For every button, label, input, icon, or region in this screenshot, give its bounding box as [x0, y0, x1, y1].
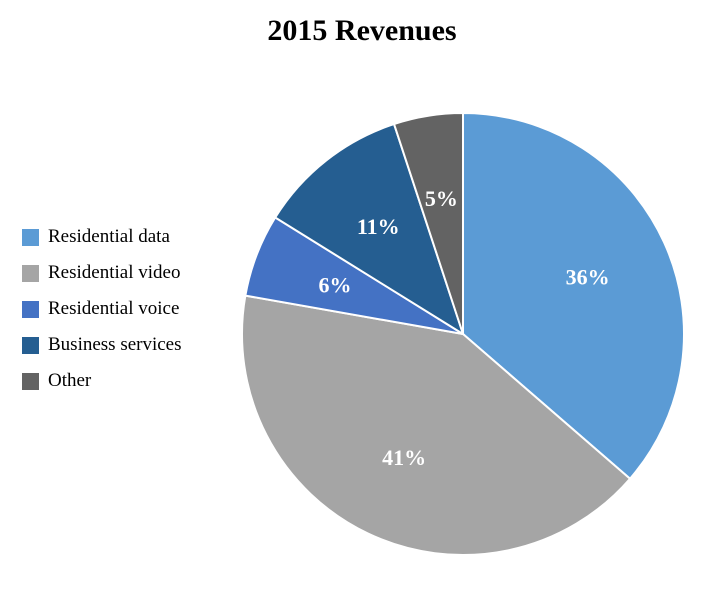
legend-label: Residential video	[48, 262, 181, 283]
legend-swatch	[22, 264, 39, 282]
legend-swatch	[22, 300, 39, 318]
legend-label: Business services	[48, 334, 182, 355]
data-label-business-services: 11%	[357, 214, 400, 239]
legend-label: Residential data	[48, 226, 170, 247]
pie-slice-other	[392, 111, 464, 335]
legend-item-residential-video: Residential video	[22, 255, 182, 291]
chart-title: 2015 Revenues	[267, 14, 457, 47]
legend-swatch	[22, 228, 39, 246]
legend-item-residential-voice: Residential voice	[22, 291, 182, 327]
data-label-other: 5%	[425, 186, 458, 211]
pie-slice-residential-video	[241, 294, 632, 556]
data-label-residential-data: 36%	[566, 265, 610, 290]
pie-slice-business-services	[273, 122, 465, 337]
pie-slice-residential-data	[462, 111, 685, 481]
data-label-residential-video: 41%	[382, 445, 426, 470]
legend-swatch	[22, 336, 39, 354]
legend-label: Other	[48, 370, 92, 391]
data-label-residential-voice: 6%	[319, 273, 352, 298]
legend-item-other: Other	[22, 363, 182, 399]
legend-swatch	[22, 372, 39, 390]
legend-item-residential-data: Residential data	[22, 219, 182, 255]
legend-label: Residential voice	[48, 298, 180, 319]
legend: Residential data Residential video Resid…	[22, 219, 182, 399]
legend-item-business-services: Business services	[22, 327, 182, 363]
